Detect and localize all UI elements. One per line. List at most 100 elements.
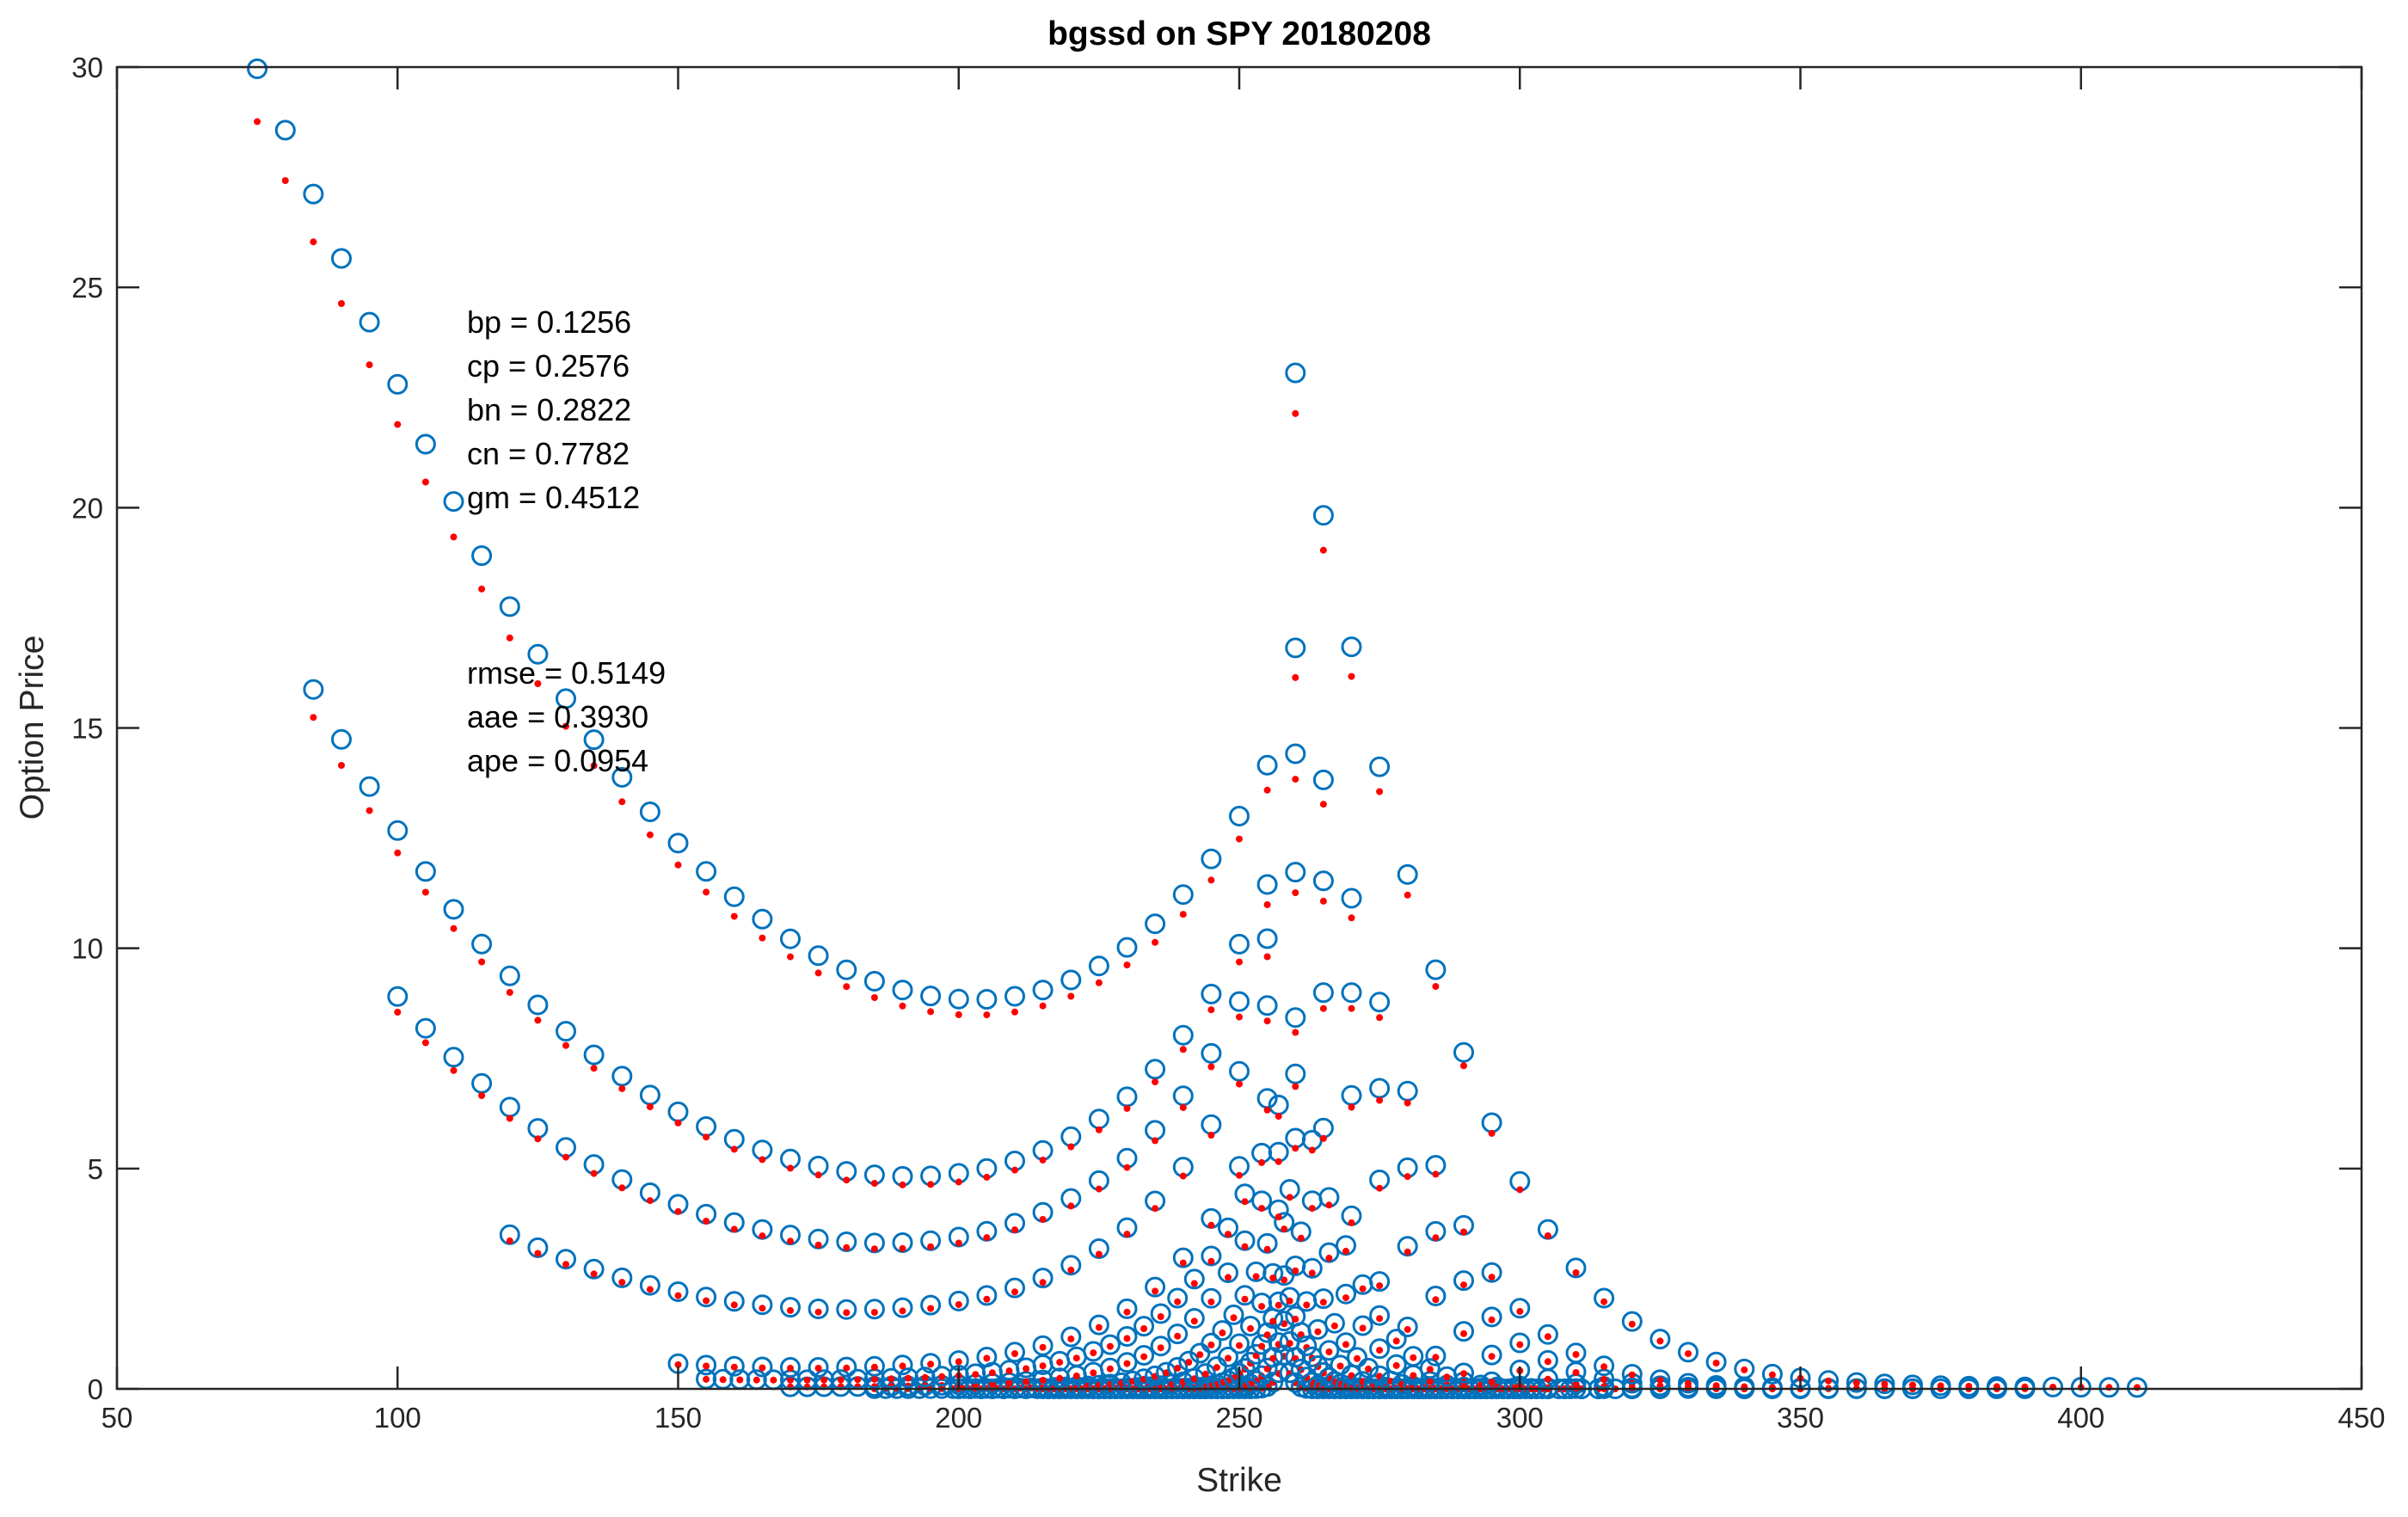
market-price-point xyxy=(1385,1329,1407,1350)
model-price-point xyxy=(1275,1213,1282,1221)
model-price-point xyxy=(1095,1185,1103,1193)
model-price-point xyxy=(1123,1360,1131,1367)
model-price-point xyxy=(1275,1301,1282,1309)
market-price-point xyxy=(1312,1288,1334,1310)
model-price-point xyxy=(1106,1365,1114,1373)
model-price-point xyxy=(1123,1104,1131,1112)
model-price-point xyxy=(1628,1320,1636,1328)
x-axis-label: Strike xyxy=(1196,1462,1282,1499)
model-price-point xyxy=(674,1292,682,1299)
y-tick-label: 25 xyxy=(71,272,103,304)
model-price-point xyxy=(1292,1267,1299,1274)
model-price-point xyxy=(590,1065,598,1072)
market-price-point xyxy=(1397,863,1418,885)
market-price-point xyxy=(1369,1338,1391,1360)
market-price-point xyxy=(1223,1304,1244,1325)
model-price-point xyxy=(1039,1002,1047,1010)
market-price-point xyxy=(1425,1345,1447,1367)
market-price-point xyxy=(1285,862,1306,883)
model-price-point xyxy=(478,958,486,966)
model-price-point xyxy=(854,1376,862,1384)
model-price-point xyxy=(1319,897,1327,905)
market-price-point xyxy=(920,1353,942,1374)
model-price-point xyxy=(1258,1303,1266,1311)
model-price-point xyxy=(562,1041,569,1049)
model-price-point xyxy=(366,807,373,814)
model-price-point xyxy=(1011,1288,1018,1296)
market-price-point xyxy=(1274,1344,1295,1366)
market-price-point xyxy=(1145,1059,1166,1080)
model-price-point xyxy=(1011,1226,1018,1234)
model-price-point xyxy=(870,1180,878,1187)
model-price-point xyxy=(1236,1342,1243,1349)
model-price-point xyxy=(1460,1330,1467,1337)
model-price-point xyxy=(703,1362,710,1370)
market-price-point xyxy=(723,886,745,907)
model-price-point xyxy=(955,1358,962,1366)
model-price-point xyxy=(730,1225,738,1233)
model-price-point xyxy=(1376,1282,1384,1290)
model-price-point xyxy=(843,1176,851,1184)
market-price-point xyxy=(1133,1345,1155,1366)
model-price-point xyxy=(1297,1234,1305,1242)
model-price-point xyxy=(1039,1279,1047,1287)
market-price-point xyxy=(1594,1355,1615,1377)
model-price-point xyxy=(1039,1216,1047,1223)
model-price-point xyxy=(1263,786,1271,794)
market-price-point xyxy=(331,728,352,750)
market-price-point xyxy=(1285,637,1306,659)
model-price-point xyxy=(1768,1384,1776,1391)
market-price-point xyxy=(556,688,576,709)
model-price-point xyxy=(506,1237,513,1244)
model-price-point xyxy=(1152,938,1159,946)
model-price-point xyxy=(1292,1315,1299,1323)
model-price-point xyxy=(1572,1351,1580,1358)
model-price-point xyxy=(1712,1382,1720,1390)
model-price-point xyxy=(1230,1314,1238,1322)
model-price-point xyxy=(1005,1379,1013,1386)
model-price-point xyxy=(1292,673,1299,681)
model-price-point xyxy=(1236,1080,1243,1088)
model-price-point xyxy=(1123,1231,1131,1238)
model-price-point xyxy=(1426,1378,1434,1385)
model-price-point xyxy=(1174,1332,1182,1340)
model-price-point xyxy=(646,1286,654,1293)
model-price-point xyxy=(1432,983,1440,991)
model-price-point xyxy=(534,1135,542,1143)
market-price-point xyxy=(1099,1334,1121,1355)
model-price-point xyxy=(366,361,373,369)
model-price-point xyxy=(1443,1373,1451,1381)
market-price-point xyxy=(1032,1268,1054,1289)
market-price-point xyxy=(1240,1316,1261,1336)
model-price-point xyxy=(921,1373,929,1381)
model-price-point xyxy=(1348,1372,1355,1379)
market-price-point xyxy=(752,908,773,930)
model-price-point xyxy=(1201,1370,1209,1378)
model-price-point xyxy=(1247,1324,1254,1332)
model-price-point xyxy=(1712,1360,1720,1367)
market-price-point xyxy=(1958,1375,1980,1397)
model-price-point xyxy=(1225,1231,1232,1238)
model-price-point xyxy=(674,1119,682,1127)
model-price-point xyxy=(1258,1158,1266,1166)
y-tick-label: 15 xyxy=(71,713,103,745)
model-price-point xyxy=(562,722,569,730)
model-price-point xyxy=(736,1376,744,1384)
market-price-point xyxy=(1201,848,1222,869)
model-price-point xyxy=(1263,901,1271,908)
model-price-point xyxy=(955,1178,962,1186)
model-price-point xyxy=(1544,1333,1551,1341)
model-price-point xyxy=(534,1250,542,1257)
model-price-point xyxy=(1741,1366,1748,1373)
model-price-point xyxy=(1572,1380,1580,1388)
market-price-point xyxy=(1453,1270,1474,1292)
y-tick-label: 20 xyxy=(71,492,103,524)
model-price-point xyxy=(927,1305,935,1312)
annotation-cn: cn = 0.7782 xyxy=(467,436,630,471)
model-price-point xyxy=(562,1153,569,1161)
model-price-point xyxy=(1404,891,1411,899)
model-price-point xyxy=(310,238,317,246)
model-price-point xyxy=(506,634,513,642)
x-tick-label: 50 xyxy=(101,1402,133,1434)
market-price-point xyxy=(892,1354,913,1376)
